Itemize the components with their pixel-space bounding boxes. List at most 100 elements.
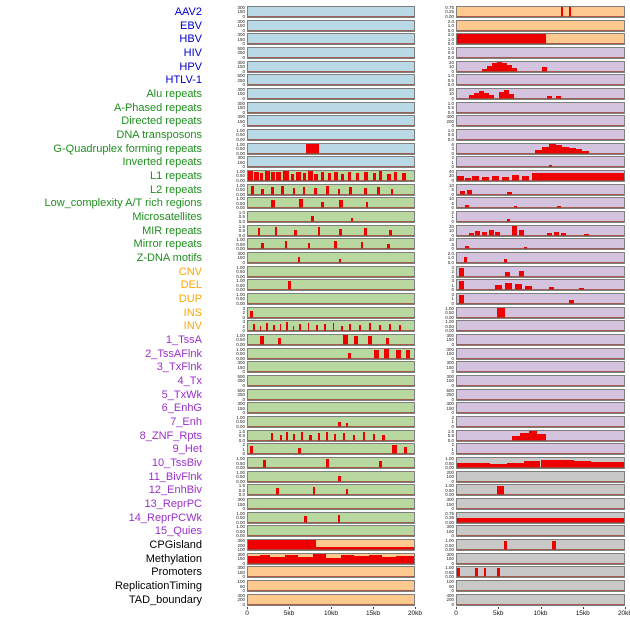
track-row: 7_Enh 1.00 0.50 0.00 2 1 0 [0, 415, 630, 429]
data-bar [284, 554, 298, 564]
track-label: Microsatellites [132, 210, 202, 223]
right-y-ticks: 1.0 0.5 0.0 [435, 74, 456, 87]
y-tick-label: 1.00 [236, 278, 245, 284]
y-tick-label: 0 [451, 300, 454, 306]
data-bar [495, 285, 503, 291]
y-tick-label: 0.00 [236, 355, 245, 361]
data-bar [259, 325, 262, 332]
left-y-ticks: 1.00 0.50 0.00 [203, 183, 247, 196]
data-bar [582, 150, 589, 154]
left-y-ticks: 300 150 0 [203, 115, 247, 128]
y-tick-label: 0 [242, 451, 245, 457]
y-tick-label: 400 [446, 592, 454, 598]
data-bar [372, 172, 376, 181]
data-bar [507, 191, 513, 195]
data-bar [253, 171, 259, 181]
left-y-ticks: 1.00 0.50 0.00 [203, 415, 247, 428]
data-bar [277, 337, 282, 345]
data-bar [314, 187, 317, 195]
y-tick-label: 1 [451, 419, 454, 425]
y-tick-label: 0 [242, 328, 245, 334]
y-tick-label: 1 [451, 296, 454, 302]
track-label: HPV [179, 60, 202, 73]
track-label: Alu repeats [146, 87, 202, 100]
x-axis-label: 0 [245, 609, 249, 617]
track-row: 9_Het 2 1 0 2 1 0 [0, 443, 630, 457]
data-bar [557, 206, 561, 209]
data-bar [337, 514, 341, 523]
data-bar [248, 171, 253, 181]
data-bar [473, 93, 479, 99]
y-tick-label: 250 [237, 378, 245, 384]
track-label: HTLV-1 [165, 74, 202, 87]
data-bar [292, 325, 295, 332]
data-bar [490, 464, 508, 468]
y-tick-label: 0 [451, 410, 454, 416]
y-tick-label: 0 [242, 82, 245, 88]
right-y-ticks: 10 5 0 [435, 238, 456, 251]
track-label: Promoters [151, 566, 202, 579]
y-tick-label: 300 [237, 86, 245, 92]
right-track-panel [456, 33, 625, 46]
track-label: 4_Tx [177, 374, 202, 387]
data-bar [249, 445, 253, 455]
y-tick-label: 0 [242, 588, 245, 594]
y-tick-label: 100 [237, 547, 245, 553]
track-label: TAD_boundary [128, 593, 202, 606]
track-label: CNV [178, 265, 202, 278]
left-y-ticks: 500 250 0 [203, 388, 247, 401]
y-tick-label: 150 [237, 105, 245, 111]
y-tick-label: 0.00 [236, 465, 245, 470]
y-tick-label: 300 [237, 538, 245, 544]
data-bar [326, 459, 330, 468]
left-track-panel [247, 333, 415, 346]
data-bar [342, 432, 345, 441]
track-label: Mirror repeats [133, 238, 202, 251]
right-y-ticks: 1.0 0.5 0.0 [435, 46, 456, 59]
data-bar [515, 284, 523, 291]
right-y-ticks: 1.00 0.50 0.00 [435, 484, 456, 497]
right-track-panel [456, 539, 625, 552]
x-axis-label: 5kb [283, 609, 295, 617]
track-row: HTLV-1 500 250 0 1.0 0.5 0.0 [0, 73, 630, 87]
track-label: Low_complexity A/T rich regions [44, 197, 202, 210]
track-row: Inverted repeats 300 150 0 2 1 0 [0, 155, 630, 169]
y-tick-label: 0 [242, 68, 245, 74]
data-bar [354, 556, 370, 564]
data-bar [262, 460, 267, 468]
track-row: AAV2 300 150 0 0.75 0.25 0.00 [0, 5, 630, 19]
y-tick-label: 10 [448, 228, 454, 234]
left-y-ticks: 1.00 0.50 0.00 [203, 197, 247, 210]
y-tick-label: 150 [237, 569, 245, 575]
x-axis-tick [415, 606, 416, 609]
y-tick-label: 300 [446, 497, 454, 503]
track-row: 6_EnhG 300 150 0 300 150 0 [0, 401, 630, 415]
data-bar [578, 287, 584, 291]
track-label: Directed repeats [121, 115, 202, 128]
data-bar [457, 176, 464, 181]
right-y-ticks: 1.00 0.50 0.00 [435, 539, 456, 552]
y-tick-label: 1.00 [236, 524, 245, 530]
y-tick-label: 0.50 [445, 310, 454, 316]
data-bar [512, 68, 518, 72]
right-track-panel [456, 593, 625, 606]
left-track-panel [247, 415, 415, 428]
x-axis-left: 0 5kb 10kb 15kb 20kb [245, 606, 422, 621]
y-tick-label: 0.00 [236, 177, 245, 183]
y-tick-label: 500 [237, 45, 245, 51]
y-tick-label: 150 [237, 556, 245, 562]
track-row: 2_TssAFlnk 1.00 0.50 0.00 300 150 0 [0, 347, 630, 361]
right-y-ticks: 400 200 0 [435, 115, 456, 128]
data-bar [542, 67, 548, 72]
y-tick-label: 0 [451, 232, 454, 238]
data-bar [339, 258, 342, 263]
data-bar [292, 188, 296, 195]
y-tick-label: 20 [448, 173, 454, 179]
left-track-panel [247, 197, 415, 210]
left-y-ticks: 300 150 0 [203, 19, 247, 32]
y-tick-label: 0 [451, 560, 454, 566]
y-tick-label: 150 [446, 528, 454, 534]
track-row: HIV 500 250 0 1.0 0.5 0.0 [0, 46, 630, 60]
